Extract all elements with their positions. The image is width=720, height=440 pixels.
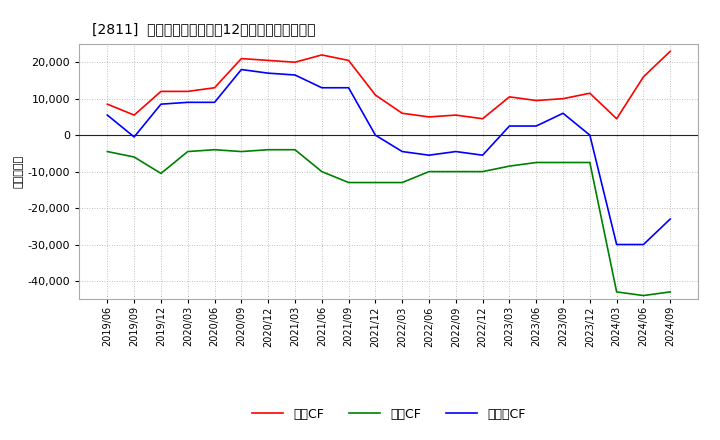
フリーCF — [318, 85, 326, 90]
営業CF — [425, 114, 433, 120]
投賄CF — [291, 147, 300, 152]
投賄CF — [505, 164, 514, 169]
営業CF — [237, 56, 246, 61]
Y-axis label: （百万円）: （百万円） — [14, 155, 23, 188]
フリーCF — [103, 113, 112, 118]
投賄CF — [425, 169, 433, 174]
営業CF — [612, 116, 621, 121]
Text: [2811]  キャッシュフローの12か月移動合計の推移: [2811] キャッシュフローの12か月移動合計の推移 — [91, 22, 315, 36]
フリーCF — [344, 85, 353, 90]
営業CF — [478, 116, 487, 121]
営業CF — [130, 113, 138, 118]
営業CF — [666, 49, 675, 54]
フリーCF — [157, 102, 166, 107]
営業CF — [184, 89, 192, 94]
営業CF — [318, 52, 326, 58]
営業CF — [210, 85, 219, 90]
営業CF — [559, 96, 567, 101]
フリーCF — [559, 110, 567, 116]
投賄CF — [344, 180, 353, 185]
営業CF — [264, 58, 272, 63]
投賄CF — [398, 180, 407, 185]
フリーCF — [612, 242, 621, 247]
フリーCF — [639, 242, 648, 247]
フリーCF — [666, 216, 675, 222]
フリーCF — [585, 132, 594, 138]
営業CF — [398, 110, 407, 116]
フリーCF — [451, 149, 460, 154]
投賄CF — [612, 289, 621, 294]
営業CF — [451, 113, 460, 118]
営業CF — [639, 74, 648, 80]
投賄CF — [103, 149, 112, 154]
Line: フリーCF: フリーCF — [107, 70, 670, 245]
投賄CF — [532, 160, 541, 165]
投賄CF — [264, 147, 272, 152]
Line: 投賄CF: 投賄CF — [107, 150, 670, 296]
営業CF — [344, 58, 353, 63]
投賄CF — [451, 169, 460, 174]
Legend: 営業CF, 投賄CF, フリーCF: 営業CF, 投賄CF, フリーCF — [247, 403, 531, 425]
フリーCF — [237, 67, 246, 72]
営業CF — [103, 102, 112, 107]
フリーCF — [398, 149, 407, 154]
フリーCF — [210, 100, 219, 105]
営業CF — [532, 98, 541, 103]
フリーCF — [130, 134, 138, 139]
営業CF — [371, 92, 379, 98]
投賄CF — [130, 154, 138, 160]
投賄CF — [318, 169, 326, 174]
フリーCF — [291, 72, 300, 77]
フリーCF — [532, 123, 541, 128]
フリーCF — [478, 153, 487, 158]
投賄CF — [478, 169, 487, 174]
投賄CF — [559, 160, 567, 165]
営業CF — [505, 94, 514, 99]
フリーCF — [425, 153, 433, 158]
投賄CF — [237, 149, 246, 154]
営業CF — [585, 91, 594, 96]
投賄CF — [585, 160, 594, 165]
フリーCF — [505, 123, 514, 128]
フリーCF — [371, 132, 379, 138]
投賄CF — [157, 171, 166, 176]
営業CF — [157, 89, 166, 94]
投賄CF — [371, 180, 379, 185]
投賄CF — [184, 149, 192, 154]
フリーCF — [184, 100, 192, 105]
投賄CF — [666, 289, 675, 294]
営業CF — [291, 59, 300, 65]
フリーCF — [264, 70, 272, 76]
投賄CF — [639, 293, 648, 298]
投賄CF — [210, 147, 219, 152]
Line: 営業CF: 営業CF — [107, 51, 670, 119]
